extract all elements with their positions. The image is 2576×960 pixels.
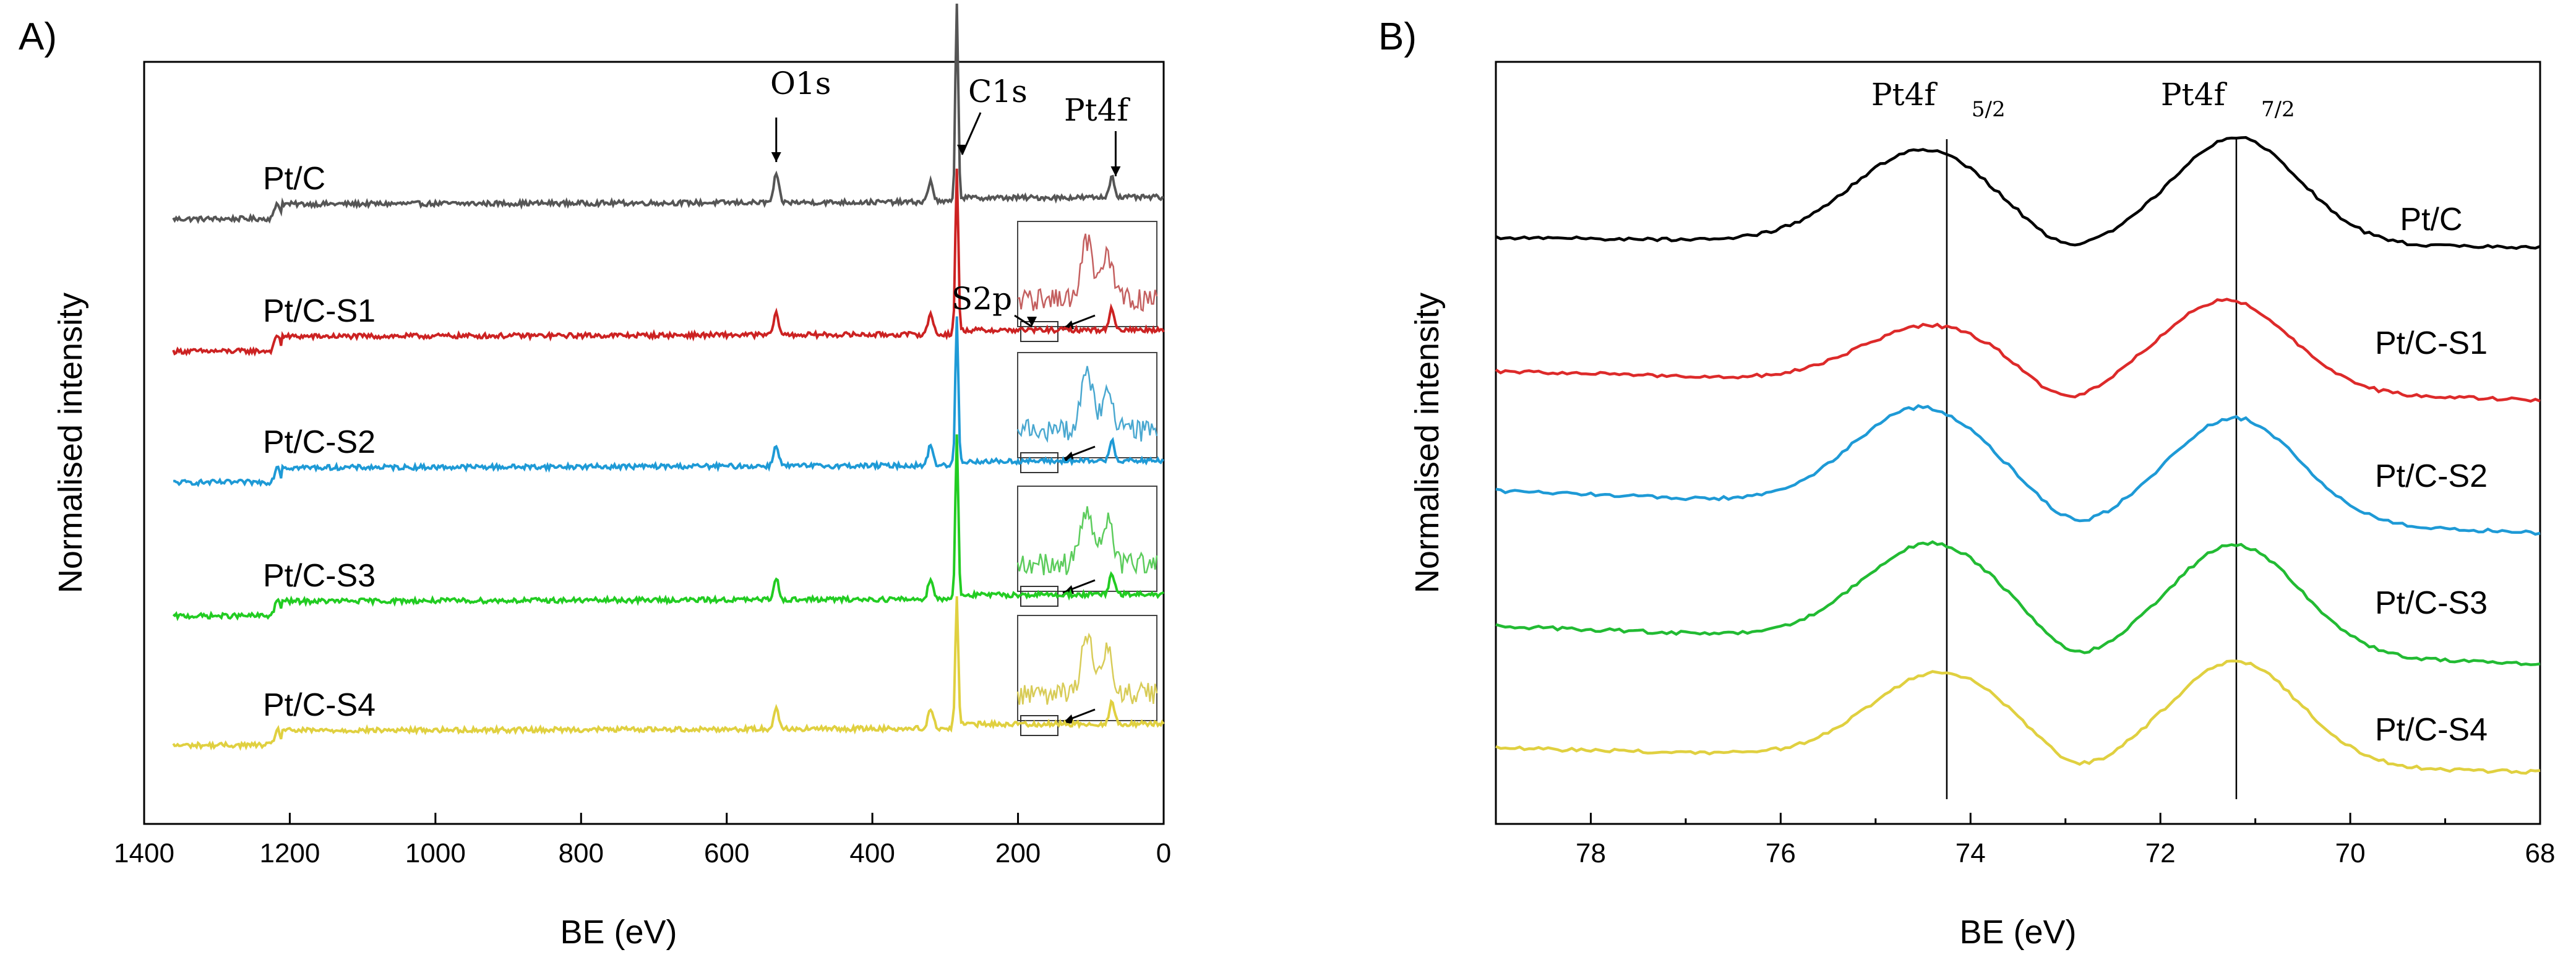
inset-frame-pt-c-s4 xyxy=(1017,615,1157,721)
panel-b-y-label: Normalised intensity xyxy=(1409,293,1446,593)
legend-b-pt-c-s2: Pt/C-S2 xyxy=(2375,458,2488,494)
ref-label-7-2: Pt4f xyxy=(2161,77,2228,113)
inset-trace-pt-c-s1 xyxy=(1017,233,1158,312)
series-a-pt-c-s2 xyxy=(173,316,1164,487)
annotation-a-s2p-arrow xyxy=(1014,314,1033,328)
x-tick-label-b-72: 72 xyxy=(2145,838,2176,868)
x-tick-label-b-70: 70 xyxy=(2335,838,2366,868)
inset-trace-pt-c-s4 xyxy=(1016,632,1158,705)
ref-label-sub-7-2: 7/2 xyxy=(2261,97,2295,122)
x-tick-label-b-78: 78 xyxy=(1576,838,1606,868)
x-tick-label-b-68: 68 xyxy=(2525,838,2556,868)
panel-a-x-label: BE (eV) xyxy=(560,914,677,951)
annotation-a-c1s: C1s xyxy=(968,74,1028,109)
legend-b-pt-c: Pt/C xyxy=(2400,202,2462,238)
annotation-a-o1s-arrowhead xyxy=(771,152,781,162)
series-b-pt-c-s4 xyxy=(1495,659,2541,775)
panel-a-frame xyxy=(143,61,1165,825)
annotation-a-c1s-arrowhead xyxy=(957,145,967,155)
x-tick-label-b-76: 76 xyxy=(1766,838,1796,868)
panel-a-label: A) xyxy=(19,15,57,58)
inset-trace-pt-c-s3 xyxy=(1016,506,1158,575)
series-b-pt-c xyxy=(1495,136,2541,251)
panel-b-label: B) xyxy=(1378,15,1417,58)
x-tick-label-a-1200: 1200 xyxy=(259,838,320,868)
series-b-pt-c-s1 xyxy=(1495,298,2541,403)
panel-b-series xyxy=(1495,136,2541,775)
inset-trace-pt-c-s2 xyxy=(1016,366,1158,444)
ref-label-5-2: Pt4f xyxy=(1871,77,1938,113)
x-tick-label-a-400: 400 xyxy=(849,838,895,868)
x-tick-label-a-600: 600 xyxy=(704,838,749,868)
series-a-pt-c xyxy=(172,3,1164,225)
series-a-pt-c-s1 xyxy=(172,168,1165,357)
annotation-a-pt4f: Pt4f xyxy=(1064,92,1131,128)
legend-b-pt-c-s3: Pt/C-S3 xyxy=(2375,585,2488,621)
series-b-pt-c-s2 xyxy=(1495,404,2541,536)
inset-frame-pt-c-s1 xyxy=(1017,221,1157,327)
annotation-a-s2p-arrowhead xyxy=(1027,317,1037,327)
annotation-a-o1s: O1s xyxy=(770,66,831,101)
annotation-a-pt4f-arrowhead xyxy=(1110,166,1121,176)
panel-a-insets xyxy=(1016,221,1158,736)
inset-frame-pt-c-s3 xyxy=(1017,486,1157,592)
series-a-pt-c-s4 xyxy=(172,596,1165,752)
panel-a-series xyxy=(172,3,1165,752)
legend-a-pt-c-s1: Pt/C-S1 xyxy=(263,293,376,329)
series-a-pt-c-s3 xyxy=(172,434,1165,622)
legend-a-pt-c-s3: Pt/C-S3 xyxy=(263,558,376,594)
panel-b-frame xyxy=(1495,61,2541,825)
legend-b-pt-c-s1: Pt/C-S1 xyxy=(2375,325,2488,361)
panel-a-y-label: Normalised intensity xyxy=(52,293,89,593)
panel-a-annotations: O1s C1s Pt4f S2p xyxy=(770,66,1131,328)
series-b-pt-c-s3 xyxy=(1495,540,2541,666)
x-tick-label-a-800: 800 xyxy=(559,838,604,868)
annotation-a-s2p: S2p xyxy=(951,281,1012,317)
panel-a-x-axis: 1400 1200 1000 800 600 400 200 0 xyxy=(114,813,1171,868)
panel-b-reference-lines: Pt4f 5/2 Pt4f 7/2 xyxy=(1871,77,2295,799)
legend-a-pt-c: Pt/C xyxy=(263,161,325,197)
x-tick-label-a-200: 200 xyxy=(995,838,1041,868)
panel-a: A) 1400 1200 1000 800 600 400 200 0 O1s C1s Pt4f S… xyxy=(19,3,1171,951)
ref-label-sub-5-2: 5/2 xyxy=(1972,97,2006,122)
panel-a-legend: Pt/C Pt/C-S1 Pt/C-S2 Pt/C-S3 Pt/C-S4 xyxy=(263,161,376,723)
legend-a-pt-c-s4: Pt/C-S4 xyxy=(263,687,376,723)
x-tick-label-a-0: 0 xyxy=(1156,838,1171,868)
legend-a-pt-c-s2: Pt/C-S2 xyxy=(263,424,376,460)
panel-b: B) 78 76 74 72 70 68 Pt4f 5/2 Pt4f 7/2 Pt/C Pt/C-… xyxy=(1378,15,2555,951)
panel-b-legend: Pt/C Pt/C-S1 Pt/C-S2 Pt/C-S3 Pt/C-S4 xyxy=(2375,202,2488,748)
panel-b-x-axis: 78 76 74 72 70 68 xyxy=(1495,813,2556,868)
panel-b-x-label: BE (eV) xyxy=(1959,914,2076,951)
x-tick-label-a-1000: 1000 xyxy=(405,838,466,868)
x-tick-label-b-74: 74 xyxy=(1956,838,1986,868)
legend-b-pt-c-s4: Pt/C-S4 xyxy=(2375,712,2488,748)
x-tick-label-a-1400: 1400 xyxy=(114,838,174,868)
